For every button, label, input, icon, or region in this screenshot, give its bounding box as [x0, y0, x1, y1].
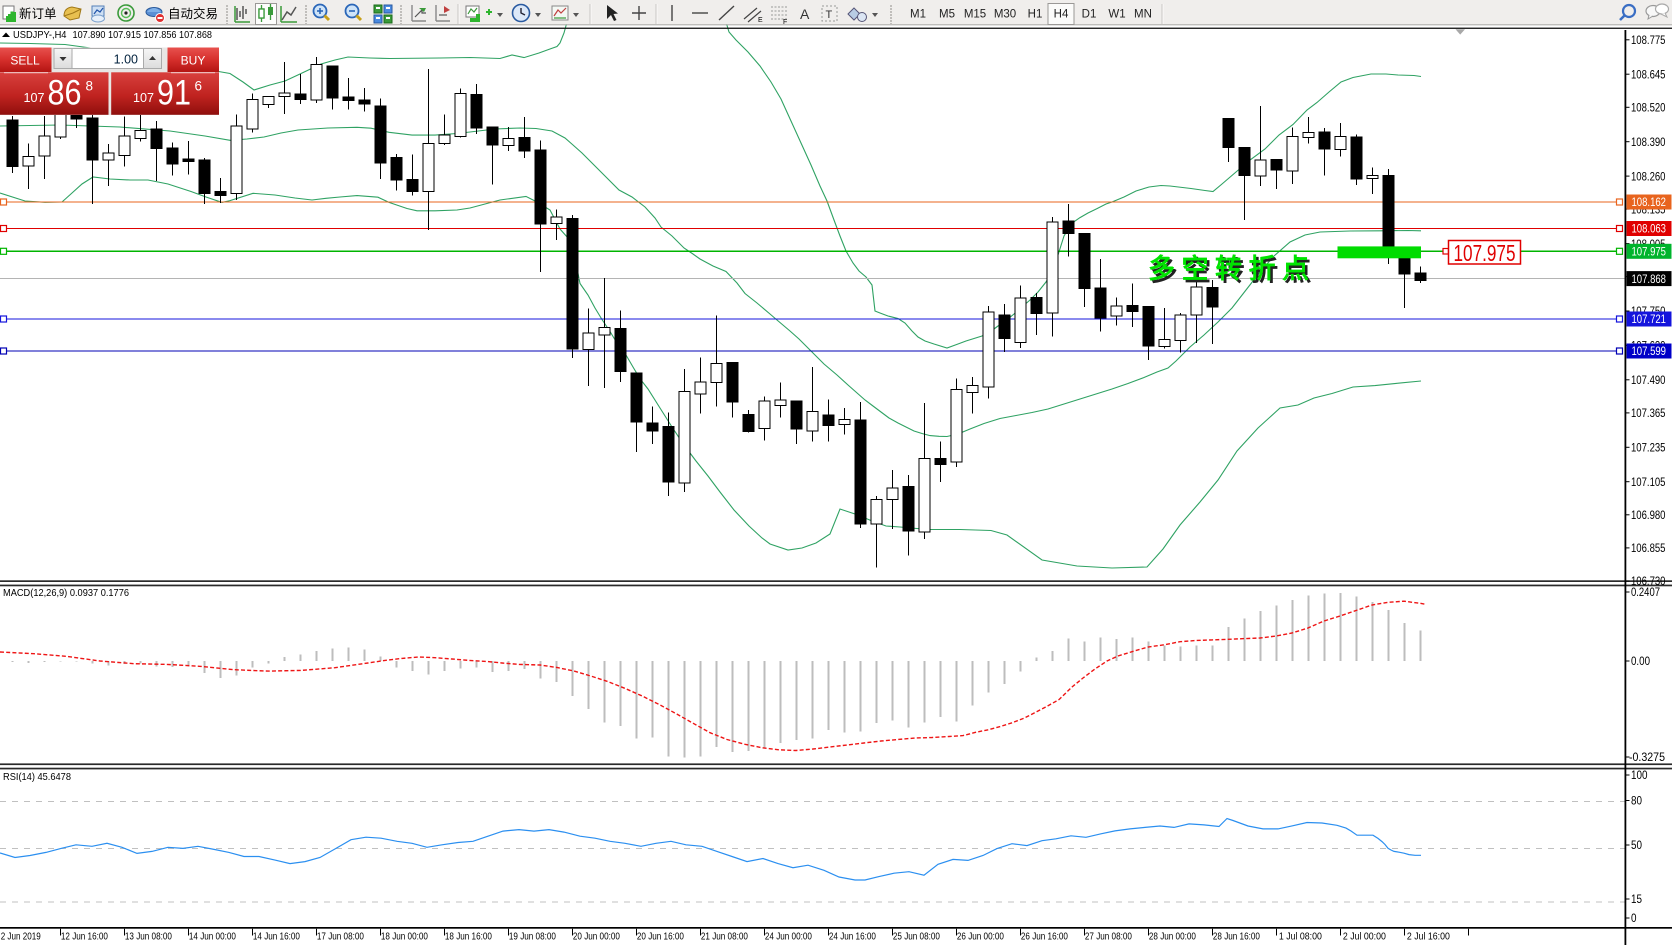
svg-text:107.599: 107.599 — [1632, 346, 1667, 358]
svg-text:0.00: 0.00 — [1631, 656, 1650, 668]
svg-text:0.2407: 0.2407 — [1631, 587, 1660, 599]
svg-text:108.063: 108.063 — [1632, 224, 1667, 236]
svg-text:RSI(14) 45.6478: RSI(14) 45.6478 — [3, 771, 71, 783]
svg-text:6: 6 — [195, 79, 203, 94]
svg-text:107: 107 — [24, 90, 45, 105]
svg-text:T: T — [826, 9, 833, 21]
svg-text:E: E — [758, 17, 763, 24]
svg-text:107.890 107.915 107.856 107.86: 107.890 107.915 107.856 107.868 — [73, 29, 213, 41]
svg-text:107.975: 107.975 — [1632, 247, 1667, 259]
svg-text:86: 86 — [48, 74, 82, 113]
svg-text:H4: H4 — [1054, 9, 1069, 21]
svg-text:108.520: 108.520 — [1631, 103, 1666, 115]
svg-text:18 Jun 16:00: 18 Jun 16:00 — [445, 931, 492, 943]
svg-text:1.00: 1.00 — [114, 53, 138, 67]
svg-text:28 Jun 00:00: 28 Jun 00:00 — [1149, 931, 1196, 943]
svg-text:24 Jun 16:00: 24 Jun 16:00 — [829, 931, 876, 943]
svg-text:-0.3275: -0.3275 — [1629, 752, 1665, 764]
svg-text:28 Jun 16:00: 28 Jun 16:00 — [1213, 931, 1260, 943]
svg-text:F: F — [783, 19, 787, 26]
svg-text:20 Jun 00:00: 20 Jun 00:00 — [573, 931, 620, 943]
svg-text:SELL: SELL — [10, 54, 40, 68]
svg-text:108.775: 108.775 — [1631, 35, 1666, 47]
svg-text:M30: M30 — [994, 9, 1016, 21]
svg-text:2 Jul 16:00: 2 Jul 16:00 — [1407, 931, 1450, 943]
svg-text:106.730: 106.730 — [1631, 576, 1666, 588]
svg-text:107.235: 107.235 — [1631, 443, 1666, 455]
svg-text:107.365: 107.365 — [1631, 408, 1666, 420]
svg-text:2 Jun 2019: 2 Jun 2019 — [1, 931, 41, 943]
svg-text:M1: M1 — [910, 9, 926, 21]
svg-text:8: 8 — [86, 79, 94, 94]
svg-text:108.162: 108.162 — [1632, 197, 1667, 209]
svg-text:14 Jun 00:00: 14 Jun 00:00 — [189, 931, 236, 943]
svg-text:USDJPY-,H4: USDJPY-,H4 — [13, 29, 67, 41]
svg-text:W1: W1 — [1108, 9, 1125, 21]
svg-text:108.390: 108.390 — [1631, 137, 1666, 149]
svg-text:20 Jun 16:00: 20 Jun 16:00 — [637, 931, 684, 943]
svg-text:25 Jun 08:00: 25 Jun 08:00 — [893, 931, 940, 943]
svg-text:27 Jun 08:00: 27 Jun 08:00 — [1085, 931, 1132, 943]
svg-text:107.490: 107.490 — [1631, 375, 1666, 387]
svg-text:MN: MN — [1134, 9, 1152, 21]
svg-text:26 Jun 00:00: 26 Jun 00:00 — [957, 931, 1004, 943]
svg-text:24 Jun 00:00: 24 Jun 00:00 — [765, 931, 812, 943]
svg-text:100: 100 — [1631, 770, 1648, 782]
svg-text:14 Jun 16:00: 14 Jun 16:00 — [253, 931, 300, 943]
svg-text:新订单: 新订单 — [19, 6, 57, 21]
svg-text:M15: M15 — [964, 9, 986, 21]
svg-text:A: A — [800, 6, 810, 22]
svg-text:13 Jun 08:00: 13 Jun 08:00 — [125, 931, 172, 943]
svg-text:MACD(12,26,9) 0.0937 0.1776: MACD(12,26,9) 0.0937 0.1776 — [3, 587, 129, 599]
svg-text:108.645: 108.645 — [1631, 69, 1666, 81]
svg-text:107.105: 107.105 — [1631, 477, 1666, 489]
svg-text:106.855: 106.855 — [1631, 543, 1666, 555]
svg-text:自动交易: 自动交易 — [168, 6, 218, 21]
svg-text:50: 50 — [1631, 840, 1642, 852]
svg-text:107.975: 107.975 — [1454, 240, 1516, 266]
svg-text:107: 107 — [133, 90, 154, 105]
svg-text:H1: H1 — [1028, 9, 1043, 21]
svg-text:1 Jul 08:00: 1 Jul 08:00 — [1279, 931, 1322, 943]
svg-text:M5: M5 — [939, 9, 955, 21]
svg-text:12 Jun 16:00: 12 Jun 16:00 — [61, 931, 108, 943]
svg-text:0: 0 — [1631, 913, 1637, 925]
svg-text:80: 80 — [1631, 796, 1642, 808]
svg-text:91: 91 — [157, 74, 191, 113]
svg-text:107.721: 107.721 — [1632, 314, 1667, 326]
svg-text:D1: D1 — [1082, 9, 1097, 21]
svg-text:108.260: 108.260 — [1631, 171, 1666, 183]
svg-text:多空转折点: 多空转折点 — [1148, 253, 1316, 284]
svg-text:107.868: 107.868 — [1632, 274, 1667, 286]
svg-text:18 Jun 00:00: 18 Jun 00:00 — [381, 931, 428, 943]
svg-text:BUY: BUY — [181, 54, 206, 68]
svg-text:21 Jun 08:00: 21 Jun 08:00 — [701, 931, 748, 943]
svg-text:15: 15 — [1631, 894, 1642, 906]
svg-text:19 Jun 08:00: 19 Jun 08:00 — [509, 931, 556, 943]
svg-text:2 Jul 00:00: 2 Jul 00:00 — [1343, 931, 1386, 943]
svg-text:17 Jun 08:00: 17 Jun 08:00 — [317, 931, 364, 943]
svg-text:多空转折点: 多空转折点 — [1151, 256, 1319, 287]
svg-text:106.980: 106.980 — [1631, 510, 1666, 522]
svg-text:26 Jun 16:00: 26 Jun 16:00 — [1021, 931, 1068, 943]
